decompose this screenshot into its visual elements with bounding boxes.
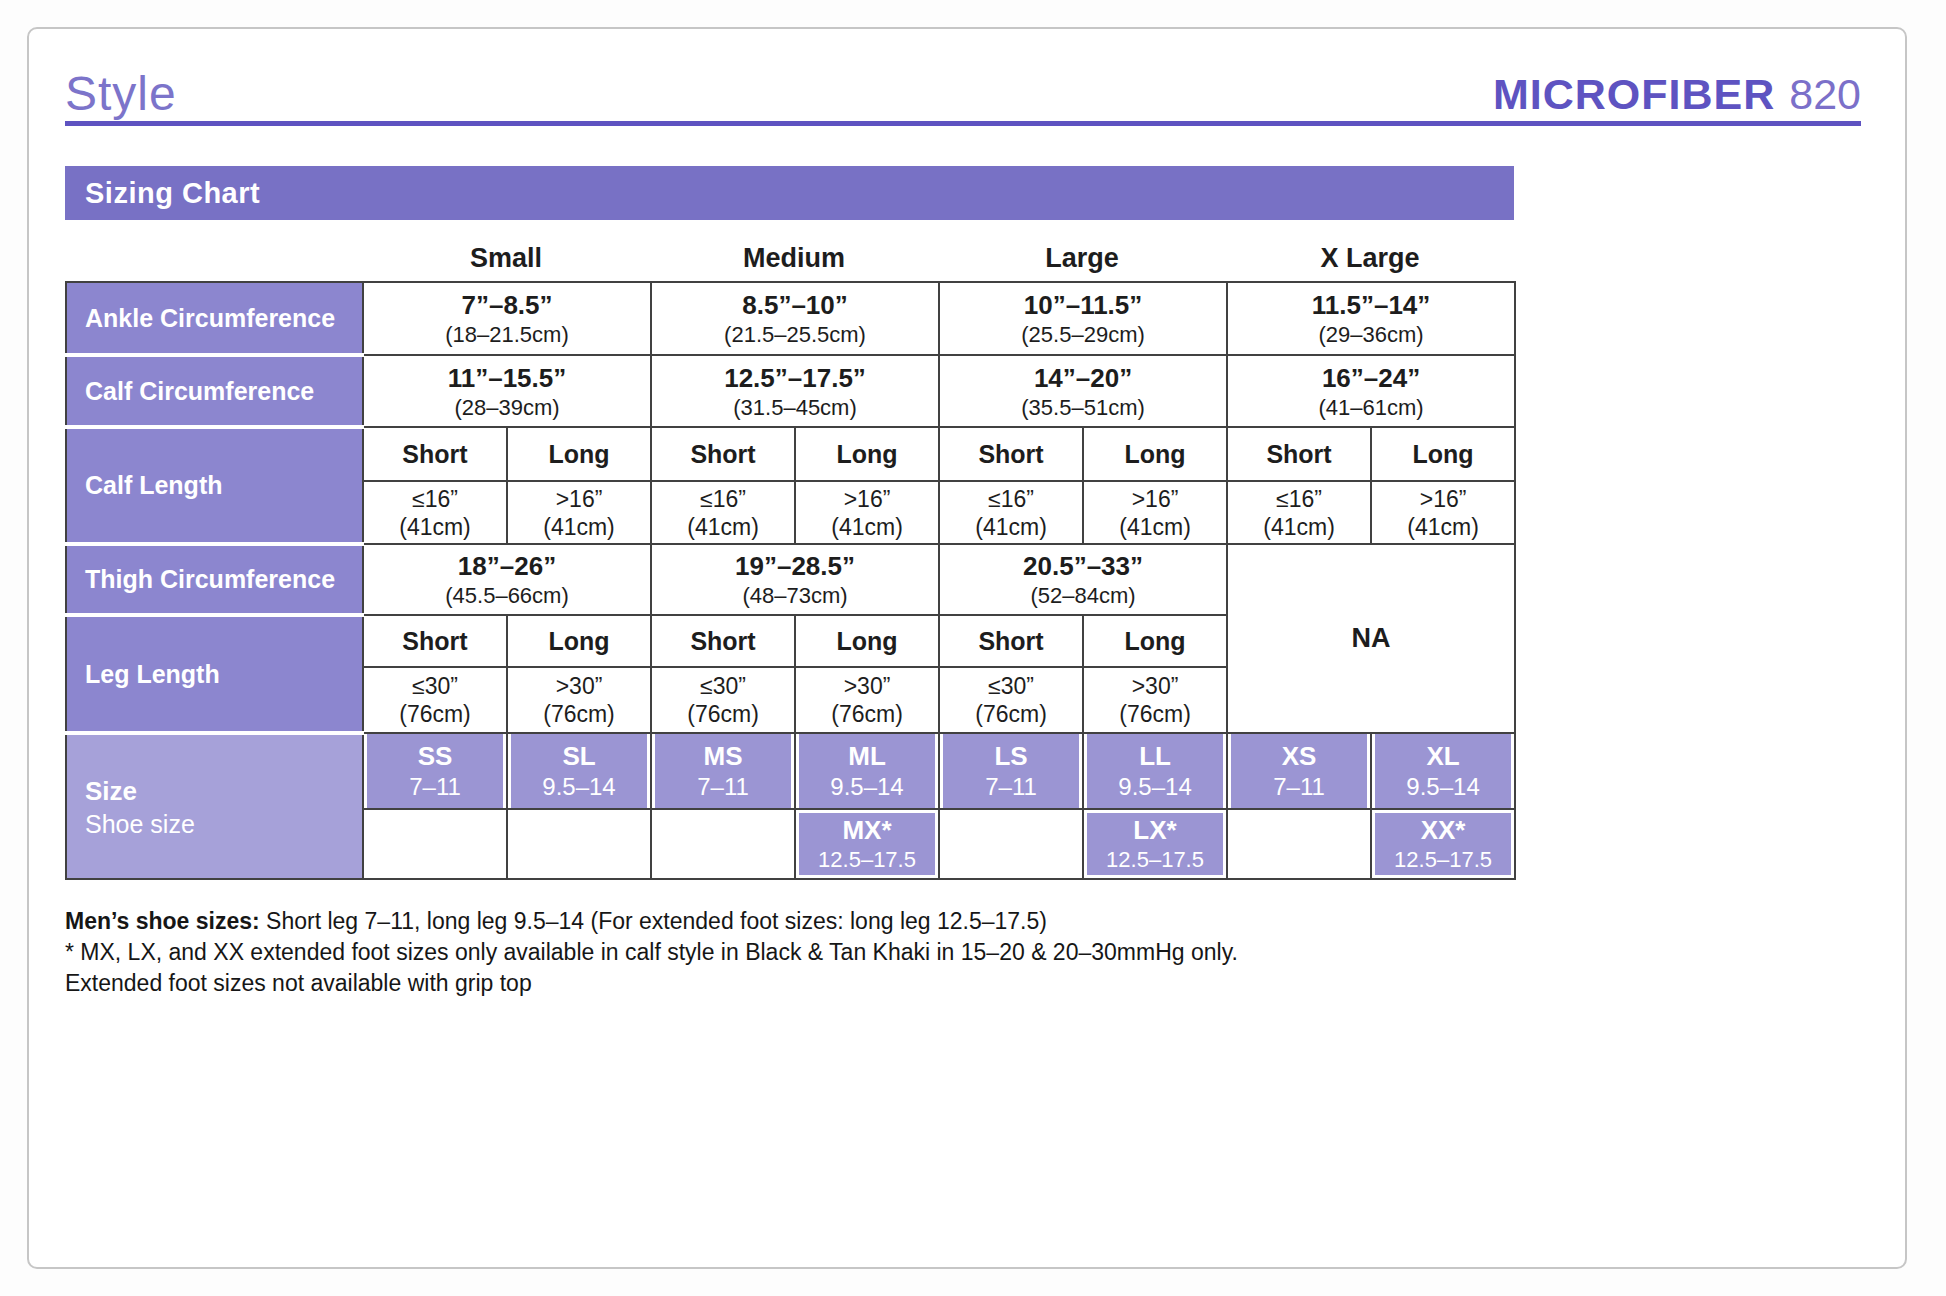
footnote-extended-availability: * MX, LX, and XX extended foot sizes onl… [65,937,1665,968]
size-column-headers: Small Medium Large X Large [65,237,1514,279]
table-row-calf-circumference: Calf Circumference 11”–15.5” (28–39cm) 1… [66,355,1515,427]
calf-length-value-cell: >16”(41cm) [1371,481,1515,544]
ankle-xlarge-cell: 11.5”–14” (29–36cm) [1227,282,1515,355]
size-cell-xl: XL9.5–14 [1371,733,1515,809]
footnote-grip-top: Extended foot sizes not available with g… [65,968,1665,999]
spec-sheet-card: Style MICROFIBER 820 Sizing Chart Small M… [27,27,1907,1269]
column-header-xlarge: X Large [1226,243,1514,274]
xlarge-na-cell: NA [1227,544,1515,733]
size-cell-empty [939,809,1083,879]
leg-length-value-cell: ≤30”(76cm) [939,667,1083,733]
sizing-table: Ankle Circumference 7”–8.5” (18–21.5cm) … [65,281,1516,880]
row-label-leg-length: Leg Length [66,615,363,733]
size-cell-empty [651,809,795,879]
leg-length-value-cell: ≤30”(76cm) [651,667,795,733]
calf-large-cell: 14”–20” (35.5–51cm) [939,355,1227,427]
size-cell-ml: ML9.5–14 [795,733,939,809]
header-divider [65,121,1861,126]
ankle-large-cell: 10”–11.5” (25.5–29cm) [939,282,1227,355]
size-cell-ms: MS7–11 [651,733,795,809]
table-row-thigh: Thigh Circumference 18”–26” (45.5–66cm) … [66,544,1515,615]
footnote-mens-shoe-sizes: Men’s shoe sizes: Short leg 7–11, long l… [65,906,1665,937]
ankle-small-cell: 7”–8.5” (18–21.5cm) [363,282,651,355]
calf-length-long-header: Long [795,427,939,481]
column-header-small: Small [362,243,650,274]
leg-length-short-header: Short [939,615,1083,667]
row-label-size: Size Shoe size [66,733,363,879]
calf-length-value-cell: >16”(41cm) [795,481,939,544]
calf-length-value-cell: ≤16”(41cm) [651,481,795,544]
sizing-chart-title: Sizing Chart [85,177,260,210]
leg-length-long-header: Long [507,615,651,667]
leg-length-value-cell: ≤30”(76cm) [363,667,507,733]
leg-length-long-header: Long [795,615,939,667]
sizing-chart-banner: Sizing Chart [65,166,1514,220]
table-row-size-primary: Size Shoe size SS7–11 SL9.5–14 MS7–11 ML… [66,733,1515,809]
size-cell-empty [1227,809,1371,879]
column-header-medium: Medium [650,243,938,274]
row-label-calf-length: Calf Length [66,427,363,544]
calf-length-long-header: Long [507,427,651,481]
thigh-large-cell: 20.5”–33” (52–84cm) [939,544,1227,615]
calf-length-short-header: Short [651,427,795,481]
size-cell-empty [507,809,651,879]
brand-name: MICROFIBER [1493,70,1775,118]
calf-length-value-cell: ≤16”(41cm) [363,481,507,544]
page-title: Style [65,66,177,121]
calf-small-cell: 11”–15.5” (28–39cm) [363,355,651,427]
brand-header: MICROFIBER 820 [1493,70,1861,121]
thigh-medium-cell: 19”–28.5” (48–73cm) [651,544,939,615]
size-cell-ls: LS7–11 [939,733,1083,809]
leg-length-short-header: Short [363,615,507,667]
size-cell-ss: SS7–11 [363,733,507,809]
size-cell-sl: SL9.5–14 [507,733,651,809]
model-number: 820 [1789,70,1861,118]
ankle-medium-cell: 8.5”–10” (21.5–25.5cm) [651,282,939,355]
size-cell-empty [363,809,507,879]
leg-length-value-cell: >30”(76cm) [1083,667,1227,733]
calf-length-value-cell: ≤16”(41cm) [939,481,1083,544]
size-cell-lx: LX*12.5–17.5 [1083,809,1227,879]
leg-length-long-header: Long [1083,615,1227,667]
table-row-ankle: Ankle Circumference 7”–8.5” (18–21.5cm) … [66,282,1515,355]
calf-length-short-header: Short [939,427,1083,481]
row-label-calf-circumference: Calf Circumference [66,355,363,427]
size-cell-ll: LL9.5–14 [1083,733,1227,809]
thigh-small-cell: 18”–26” (45.5–66cm) [363,544,651,615]
calf-length-long-header: Long [1371,427,1515,481]
leg-length-value-cell: >30”(76cm) [507,667,651,733]
calf-length-long-header: Long [1083,427,1227,481]
calf-xlarge-cell: 16”–24” (41–61cm) [1227,355,1515,427]
size-cell-xs: XS7–11 [1227,733,1371,809]
table-row-calf-length-headers: Calf Length Short Long Short Long Short … [66,427,1515,481]
size-cell-mx: MX*12.5–17.5 [795,809,939,879]
size-cell-xx: XX*12.5–17.5 [1371,809,1515,879]
calf-length-value-cell: ≤16”(41cm) [1227,481,1371,544]
row-label-ankle: Ankle Circumference [66,282,363,355]
page-header: Style MICROFIBER 820 [65,57,1861,121]
column-header-large: Large [938,243,1226,274]
calf-length-value-cell: >16”(41cm) [1083,481,1227,544]
row-label-thigh: Thigh Circumference [66,544,363,615]
calf-length-value-cell: >16”(41cm) [507,481,651,544]
leg-length-short-header: Short [651,615,795,667]
calf-medium-cell: 12.5”–17.5” (31.5–45cm) [651,355,939,427]
footnotes: Men’s shoe sizes: Short leg 7–11, long l… [65,906,1665,999]
calf-length-short-header: Short [363,427,507,481]
calf-length-short-header: Short [1227,427,1371,481]
leg-length-value-cell: >30”(76cm) [795,667,939,733]
